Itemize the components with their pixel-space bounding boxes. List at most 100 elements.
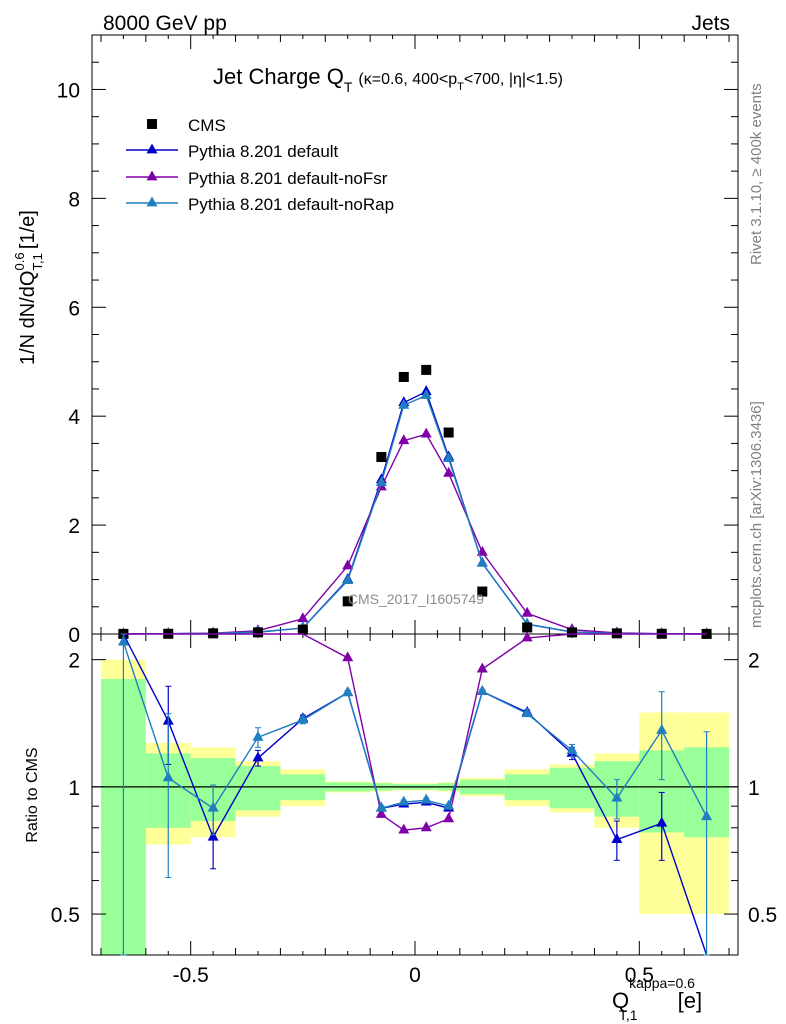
rivet-note: Rivet 3.1.10, ≥ 400k events xyxy=(748,83,765,265)
y-label-main: 1/N dN/dQ xyxy=(17,271,39,365)
series-1-point-7 xyxy=(398,434,410,445)
ratio-1-point-9 xyxy=(443,812,455,823)
ratio-line-2 xyxy=(122,641,708,817)
ratio-1-point-8 xyxy=(420,821,432,832)
y-axis-label: 1/N dN/dQ0.6 T,1 [1/e] xyxy=(12,210,45,365)
cms-point-12 xyxy=(567,627,578,638)
cms-point-3 xyxy=(252,627,263,638)
energy-label: 8000 GeV pp xyxy=(103,12,227,35)
series-1-point-9 xyxy=(443,466,455,477)
ratio-0-point-2 xyxy=(207,830,219,841)
ratio-2-point-11 xyxy=(521,707,533,718)
series-line-1 xyxy=(123,433,707,635)
series-2-point-6 xyxy=(375,476,387,487)
x-tick-label-0: -0.5 xyxy=(173,964,209,987)
title-cond-1: (κ=0.6, 400<p xyxy=(358,71,457,88)
ratio-2-point-2 xyxy=(207,801,219,812)
ratio-1-point-7 xyxy=(398,823,410,834)
band-stat-12 xyxy=(549,767,595,809)
ratio-2-point-9 xyxy=(443,799,455,810)
axis-ticks xyxy=(92,34,738,956)
legend-marker-0 xyxy=(146,143,158,154)
x-axis-label: Qkappa=0.6 T,1 [e] xyxy=(612,975,702,1023)
x-label-sub: T,1 xyxy=(619,1007,638,1023)
ratio-2-point-6 xyxy=(375,801,387,812)
series-2-point-5 xyxy=(342,574,354,585)
legend-label-2: Pythia 8.201 default-noFsr xyxy=(188,169,388,188)
ratio-2-point-12 xyxy=(566,743,578,754)
ratio-1-point-11 xyxy=(521,631,533,642)
ratio-2-point-4 xyxy=(297,713,309,724)
series-2-point-7 xyxy=(398,398,410,409)
legend: CMS Pythia 8.201 default Pythia 8.201 defa… xyxy=(126,116,394,214)
ratio-tick-label-r-0: 0.5 xyxy=(748,904,777,927)
source-note: mcplots.cern.ch [arXiv:1306.3436] xyxy=(748,401,765,628)
y-label-unit: [1/e] xyxy=(17,210,39,249)
x-tick-label-1: 0 xyxy=(409,964,421,987)
cms-point-10 xyxy=(477,586,488,597)
x-label-unit: [e] xyxy=(678,988,702,1013)
series-2-point-8 xyxy=(420,388,432,399)
ratio-line-1 xyxy=(123,633,707,831)
cms-point-6 xyxy=(376,452,387,463)
title-sub: T xyxy=(344,79,353,95)
legend-label-1: Pythia 8.201 default xyxy=(188,142,339,161)
axis-tick-labels: -0.5 0 0.5 0 2 4 6 8 10 0.5 0.5 1 1 2 2 xyxy=(51,79,777,987)
chart-title: Jet Charge QT (κ=0.6, 400<pT<700, |η|<1.5… xyxy=(213,64,563,95)
cms-point-11 xyxy=(522,622,533,633)
title-cond-3: <700, |η|<1.5) xyxy=(464,71,563,88)
series-line-2 xyxy=(123,394,707,635)
x-tick-label-2: 0.5 xyxy=(625,964,654,987)
analysis-watermark: CMS_2017_I1605749 xyxy=(348,591,484,607)
ratio-2-point-10 xyxy=(476,685,488,696)
ratio-2-point-0 xyxy=(117,635,129,646)
ratio-tick-label-r-2: 2 xyxy=(748,650,760,673)
title-cond-2: T xyxy=(457,81,464,93)
series-1-point-8 xyxy=(420,427,432,438)
series-2-point-9 xyxy=(443,452,455,463)
legend-label-3: Pythia 8.201 default-noRap xyxy=(188,195,394,214)
y-tick-label-0: 0 xyxy=(68,624,80,647)
ratio-2-point-13 xyxy=(611,791,623,802)
cms-point-9 xyxy=(443,427,454,438)
ratio-0-point-14 xyxy=(656,816,668,827)
ratio-axis-label: Ratio to CMS xyxy=(24,747,41,842)
ratio-2-point-8 xyxy=(420,793,432,804)
cms-point-4 xyxy=(297,624,308,635)
ratio-2-point-1 xyxy=(162,771,174,782)
legend-marker-cms xyxy=(147,119,157,129)
legend-marker-1 xyxy=(146,170,158,181)
ratio-2-point-7 xyxy=(398,795,410,806)
legend-marker-2 xyxy=(146,196,158,207)
y-tick-label-1: 2 xyxy=(68,515,80,538)
title-main: Jet Charge Q xyxy=(213,64,344,89)
ratio-uncertainty-bands xyxy=(100,659,730,955)
ratio-tick-label-l-0: 0.5 xyxy=(51,904,80,927)
ratio-2-point-3 xyxy=(252,730,264,741)
ratio-line-0 xyxy=(122,633,708,956)
ratio-panel-series xyxy=(117,631,713,956)
category-label: Jets xyxy=(691,12,730,35)
legend-label-0: CMS xyxy=(188,116,226,135)
y-tick-label-3: 6 xyxy=(68,297,80,320)
series-1-point-5 xyxy=(342,559,354,570)
x-label-sup: kappa=0.6 xyxy=(629,975,695,991)
ratio-2-point-14 xyxy=(656,723,668,734)
y-label-sup: 0.6 xyxy=(12,252,27,270)
ratio-2-point-15 xyxy=(701,810,713,821)
ratio-0-point-13 xyxy=(611,833,623,844)
y-label-sub: T,1 xyxy=(30,253,45,270)
y-tick-label-4: 8 xyxy=(68,188,80,211)
y-tick-label-2: 4 xyxy=(68,406,80,429)
ratio-0-point-3 xyxy=(252,751,264,762)
ratio-1-point-6 xyxy=(375,808,387,818)
ratio-tick-label-r-1: 1 xyxy=(748,777,760,800)
ratio-tick-label-l-2: 2 xyxy=(68,650,80,673)
x-label-main: Q xyxy=(612,988,629,1013)
cms-point-8 xyxy=(421,364,432,375)
series-2-point-10 xyxy=(476,556,488,567)
ratio-2-point-5 xyxy=(342,686,354,697)
series-1-point-4 xyxy=(297,612,309,623)
ratio-1-point-10 xyxy=(476,662,488,673)
